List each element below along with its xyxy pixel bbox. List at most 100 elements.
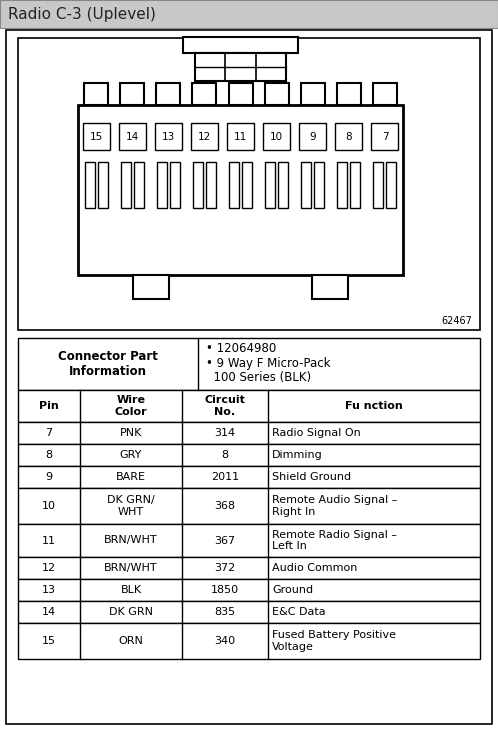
Bar: [18, 488, 480, 524]
Bar: [195, 53, 286, 81]
Bar: [183, 37, 298, 53]
Bar: [301, 162, 311, 208]
Bar: [18, 338, 480, 390]
Bar: [133, 162, 143, 208]
Bar: [0, 0, 498, 28]
Bar: [155, 123, 182, 150]
Text: 12: 12: [42, 563, 56, 573]
Bar: [299, 123, 326, 150]
Text: 100 Series (BLK): 100 Series (BLK): [206, 371, 311, 383]
Text: BARE: BARE: [116, 472, 146, 482]
Bar: [312, 275, 348, 299]
Text: 15: 15: [42, 636, 56, 646]
Bar: [229, 162, 239, 208]
Bar: [193, 162, 203, 208]
Text: 7: 7: [381, 131, 388, 142]
Text: Ground: Ground: [272, 585, 313, 595]
Text: 9: 9: [45, 472, 53, 482]
Bar: [170, 162, 180, 208]
Bar: [265, 162, 275, 208]
Bar: [337, 83, 361, 105]
Bar: [119, 123, 146, 150]
Text: • 12064980: • 12064980: [206, 342, 276, 355]
Bar: [133, 275, 169, 299]
Text: 314: 314: [215, 428, 236, 438]
Text: 13: 13: [42, 585, 56, 595]
Bar: [18, 524, 480, 557]
Text: Fused Battery Positive
Voltage: Fused Battery Positive Voltage: [272, 630, 396, 652]
Bar: [350, 162, 361, 208]
Bar: [301, 83, 325, 105]
Text: 340: 340: [215, 636, 236, 646]
Bar: [98, 162, 108, 208]
Bar: [191, 123, 218, 150]
Bar: [372, 123, 398, 150]
Text: BRN/WHT: BRN/WHT: [104, 563, 158, 573]
Bar: [18, 623, 480, 659]
Text: 8: 8: [346, 131, 352, 142]
Bar: [120, 83, 144, 105]
Bar: [242, 162, 252, 208]
Bar: [18, 444, 480, 466]
Text: 2011: 2011: [211, 472, 239, 482]
Text: Connector Part
Information: Connector Part Information: [58, 350, 158, 378]
Bar: [78, 105, 403, 275]
Text: 7: 7: [45, 428, 53, 438]
Bar: [192, 83, 217, 105]
Text: 12: 12: [198, 131, 211, 142]
Text: Shield Ground: Shield Ground: [272, 472, 351, 482]
Text: PNK: PNK: [120, 428, 142, 438]
Text: • 9 Way F Micro-Pack: • 9 Way F Micro-Pack: [206, 358, 331, 371]
Bar: [18, 390, 480, 422]
Bar: [206, 162, 216, 208]
Bar: [18, 38, 480, 330]
Bar: [264, 83, 289, 105]
Text: GRY: GRY: [120, 450, 142, 460]
Text: ORN: ORN: [119, 636, 143, 646]
Text: 367: 367: [215, 536, 236, 545]
Text: 10: 10: [270, 131, 283, 142]
Text: DK GRN/
WHT: DK GRN/ WHT: [107, 495, 155, 517]
Bar: [83, 123, 110, 150]
Text: 13: 13: [162, 131, 175, 142]
Text: 368: 368: [215, 501, 236, 511]
Bar: [335, 123, 363, 150]
Bar: [157, 162, 167, 208]
Bar: [278, 162, 288, 208]
Text: 835: 835: [215, 607, 236, 617]
Bar: [18, 579, 480, 601]
Text: Radio Signal On: Radio Signal On: [272, 428, 361, 438]
Text: 15: 15: [90, 131, 103, 142]
Text: Pin: Pin: [39, 401, 59, 411]
Bar: [84, 83, 108, 105]
Bar: [18, 422, 480, 444]
Text: 14: 14: [125, 131, 139, 142]
Bar: [18, 466, 480, 488]
Text: Radio C-3 (Uplevel): Radio C-3 (Uplevel): [8, 7, 156, 21]
Text: Fu nction: Fu nction: [345, 401, 403, 411]
Bar: [18, 557, 480, 579]
Text: DK GRN: DK GRN: [109, 607, 153, 617]
Text: 14: 14: [42, 607, 56, 617]
Bar: [229, 83, 252, 105]
Bar: [121, 162, 130, 208]
Bar: [314, 162, 324, 208]
Text: BRN/WHT: BRN/WHT: [104, 536, 158, 545]
Bar: [373, 83, 397, 105]
Text: 11: 11: [234, 131, 247, 142]
Text: 8: 8: [222, 450, 229, 460]
Text: Wire
Color: Wire Color: [115, 395, 147, 417]
Text: 9: 9: [309, 131, 316, 142]
Bar: [85, 162, 95, 208]
Text: Remote Audio Signal –
Right In: Remote Audio Signal – Right In: [272, 495, 397, 517]
Text: Audio Common: Audio Common: [272, 563, 358, 573]
Text: Remote Radio Signal –
Left In: Remote Radio Signal – Left In: [272, 530, 397, 551]
Text: BLK: BLK: [121, 585, 141, 595]
Text: 10: 10: [42, 501, 56, 511]
Bar: [263, 123, 290, 150]
Text: Dimming: Dimming: [272, 450, 323, 460]
Bar: [156, 83, 180, 105]
Bar: [386, 162, 396, 208]
Text: 8: 8: [45, 450, 53, 460]
Text: 11: 11: [42, 536, 56, 545]
